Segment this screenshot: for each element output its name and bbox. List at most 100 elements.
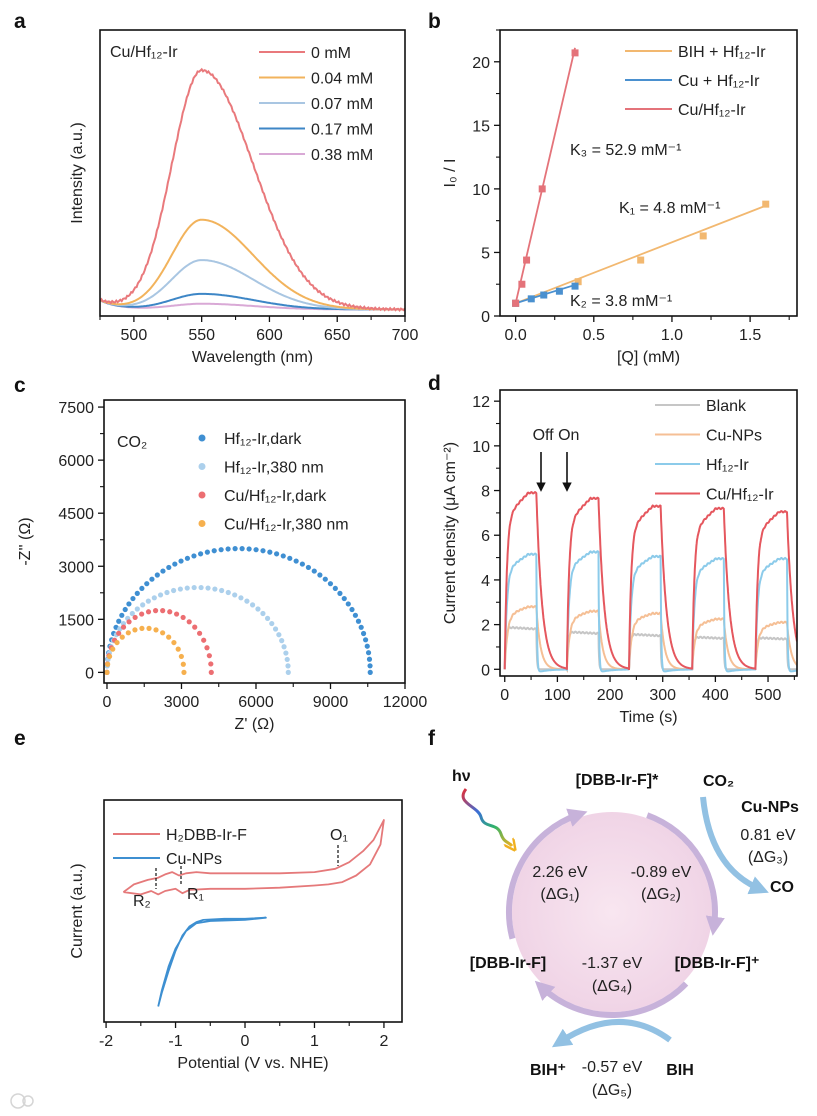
legend-label: Cu/Hf₁₂-Ir [678, 102, 746, 119]
y-tick-label: 20 [472, 55, 490, 72]
panel-letter-e: e [14, 727, 26, 750]
impedance-point [167, 609, 173, 615]
x-axis-title: Time (s) [619, 709, 677, 726]
x-tick-label: 6000 [238, 694, 274, 711]
y-tick-label: 4 [481, 573, 490, 590]
panel-letter-c: c [14, 374, 26, 397]
impedance-point [120, 620, 127, 627]
impedance-point [177, 586, 183, 592]
legend-label: Cu + Hf₁₂-Ir [678, 73, 760, 90]
impedance-point [260, 610, 266, 617]
impedance-point [134, 606, 140, 612]
x-axis-title: [Q] (mM) [617, 349, 680, 366]
y-axis-title: Current (a.u.) [69, 863, 86, 958]
impedance-point [191, 553, 197, 559]
k3-annotation: K₃ = 52.9 mM⁻¹ [570, 142, 681, 159]
data-point [571, 282, 579, 290]
r1-annotation: R₁ [187, 886, 204, 903]
y-tick-label: 0 [481, 662, 490, 679]
impedance-point [358, 624, 364, 630]
impedance-point [166, 564, 172, 571]
watermark-logo [10, 1093, 34, 1109]
y-axis-title: Intensity (a.u.) [69, 122, 86, 223]
impedance-point [196, 630, 203, 636]
legend-swatch [198, 491, 206, 499]
x-tick-label: 550 [188, 327, 215, 344]
impedance-point [366, 656, 373, 662]
impedance-point [365, 650, 372, 656]
panel-letter-b: b [428, 10, 441, 33]
x-axis-title: Wavelength (nm) [192, 349, 313, 366]
impedance-point [219, 587, 225, 594]
data-point [512, 299, 520, 307]
impedance-point [139, 585, 145, 592]
impedance-point [172, 561, 178, 567]
oxidized-state-label: [DBB-Ir-F]⁺ [675, 955, 760, 972]
legend-label: Hf₁₂-Ir,380 nm [224, 460, 324, 477]
x-tick-label: 300 [649, 687, 676, 704]
ground-state-label: [DBB-Ir-F] [470, 955, 546, 972]
impedance-point [299, 561, 305, 567]
impedance-point [104, 669, 110, 675]
y-axis-title: I₀ / I [442, 159, 459, 188]
impedance-point [132, 627, 138, 633]
impedance-point [232, 592, 238, 598]
impedance-point [281, 644, 287, 650]
co-label: CO [770, 879, 794, 896]
y-tick-label: 6000 [58, 453, 94, 470]
impedance-point [114, 639, 120, 646]
impedance-point [125, 630, 131, 636]
impedance-point [238, 595, 244, 601]
axes-frame [499, 29, 798, 317]
legend-label: Cu/Hf₁₂-Ir,380 nm [224, 517, 349, 534]
dg1-value: 2.26 eV [532, 864, 587, 881]
y-tick-label: 8 [481, 484, 490, 501]
impedance-point [171, 639, 177, 646]
legend-label: Hf₁₂-Ir,dark [224, 431, 302, 448]
legend-label: 0.07 mM [311, 96, 373, 113]
impedance-point [119, 612, 125, 618]
spectrum-line [100, 67, 405, 313]
data-point [540, 291, 548, 299]
legend-label: 0.38 mM [311, 147, 373, 164]
impedance-point [201, 637, 207, 643]
x-tick-label: 0 [103, 694, 112, 711]
y-tick-label: 10 [472, 182, 490, 199]
y-tick-label: 7500 [58, 400, 94, 417]
legend-swatch [198, 520, 206, 527]
impedance-point [184, 585, 190, 591]
impedance-point [151, 595, 157, 601]
data-point [637, 256, 645, 264]
impedance-point [332, 585, 338, 592]
y-tick-label: 12 [472, 394, 490, 411]
impedance-point [140, 602, 146, 608]
impedance-point [184, 555, 191, 561]
y-tick-label: 3000 [58, 559, 94, 576]
k1-annotation: K₁ = 4.8 mM⁻¹ [619, 200, 720, 217]
dg2-label: (ΔG₂) [641, 886, 681, 903]
data-point [523, 256, 531, 264]
x-tick-label: 500 [121, 327, 148, 344]
legend-label: BIH + Hf₁₂-Ir [678, 44, 766, 61]
impedance-point [232, 546, 238, 552]
impedance-point [355, 618, 362, 624]
dg2-value: -0.89 eV [631, 864, 692, 881]
x-axis-title: Z' (Ω) [235, 716, 275, 733]
impedance-point [279, 638, 285, 644]
impedance-point [208, 669, 214, 675]
plot-area [104, 546, 373, 675]
y-tick-label: 4500 [58, 506, 94, 523]
panel-b: 0.0 0.5 1.0 1.5 0 5 10 15 20 [Q] (mM) I₀ / I BIH + … [442, 29, 798, 366]
y-tick-label: 5 [481, 245, 490, 262]
impedance-point [106, 653, 113, 660]
panel-letter-a: a [14, 10, 26, 33]
impedance-point [253, 547, 259, 553]
impedance-point [198, 584, 204, 591]
impedance-point [352, 612, 359, 618]
x-tick-label: 12000 [383, 694, 428, 711]
y-tick-label: 10 [472, 439, 490, 456]
cycle-arrow-regeneration [534, 980, 689, 1018]
panel-letter-d: d [428, 372, 441, 395]
impedance-point [276, 632, 282, 638]
